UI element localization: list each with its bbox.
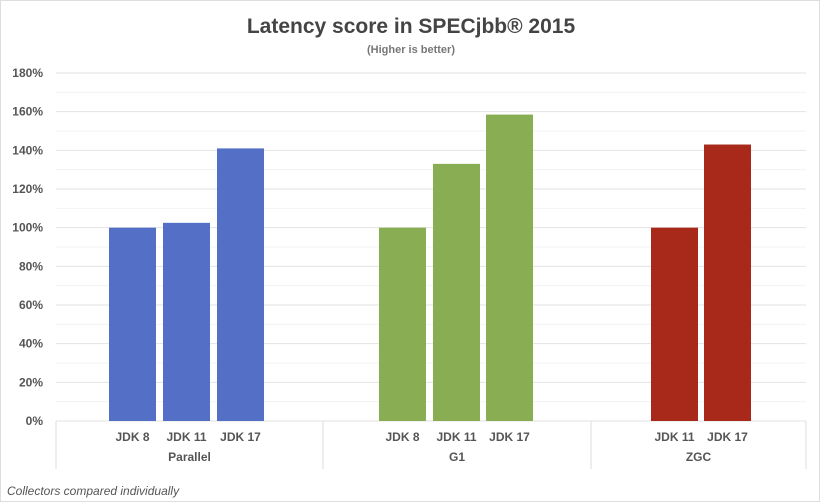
x-tick-label: JDK 11 bbox=[654, 430, 694, 444]
x-tick-label: JDK 8 bbox=[385, 430, 419, 444]
chart-title: Latency score in SPECjbb® 2015 bbox=[247, 15, 576, 38]
bar-g1-jdk8 bbox=[379, 227, 426, 421]
x-tick-label: JDK 17 bbox=[489, 430, 530, 444]
footnote: Collectors compared individually bbox=[7, 484, 180, 498]
y-tick-label: 80% bbox=[19, 259, 43, 273]
y-tick-label: 140% bbox=[12, 143, 43, 157]
x-tick-label: JDK 8 bbox=[115, 430, 149, 444]
y-tick-label: 20% bbox=[19, 375, 43, 389]
group-label: Parallel bbox=[168, 450, 211, 464]
y-tick-label: 100% bbox=[12, 221, 43, 235]
chart-subtitle: (Higher is better) bbox=[367, 44, 455, 56]
bar-parallel-jdk8 bbox=[109, 227, 156, 421]
y-tick-label: 60% bbox=[19, 298, 43, 312]
bar-parallel-jdk17 bbox=[217, 148, 264, 421]
x-tick-label: JDK 11 bbox=[436, 430, 476, 444]
y-tick-label: 0% bbox=[26, 414, 44, 428]
group-label: ZGC bbox=[686, 450, 712, 464]
x-tick-label: JDK 17 bbox=[707, 430, 748, 444]
bar-g1-jdk11 bbox=[433, 163, 480, 421]
bar-zgc-jdk11 bbox=[651, 227, 698, 421]
x-tick-label: JDK 17 bbox=[220, 430, 261, 444]
bar-zgc-jdk17 bbox=[704, 144, 751, 422]
y-tick-label: 40% bbox=[19, 337, 43, 351]
y-tick-label: 160% bbox=[12, 105, 43, 119]
y-tick-label: 120% bbox=[12, 182, 43, 196]
bar-g1-jdk17 bbox=[486, 114, 533, 422]
bar-parallel-jdk11 bbox=[163, 222, 210, 421]
x-tick-label: JDK 11 bbox=[166, 430, 206, 444]
group-label: G1 bbox=[449, 450, 465, 464]
y-tick-label: 180% bbox=[12, 66, 43, 80]
